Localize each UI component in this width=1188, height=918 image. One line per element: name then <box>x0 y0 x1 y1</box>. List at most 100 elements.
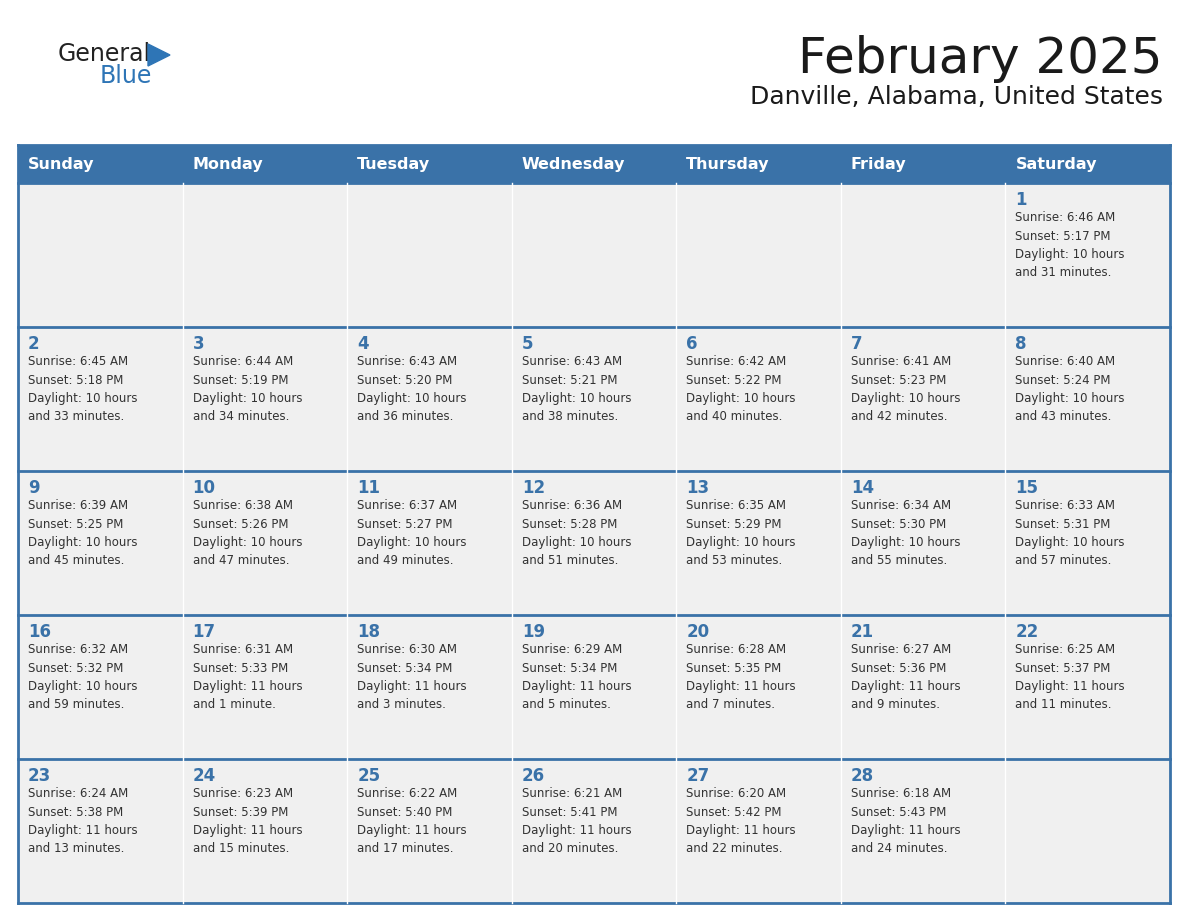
Text: Sunrise: 6:30 AM
Sunset: 5:34 PM
Daylight: 11 hours
and 3 minutes.: Sunrise: 6:30 AM Sunset: 5:34 PM Dayligh… <box>358 643 467 711</box>
Text: General: General <box>58 42 151 66</box>
Bar <box>1005 615 1170 759</box>
Text: Saturday: Saturday <box>1016 156 1097 172</box>
Bar <box>512 759 676 903</box>
Text: Sunrise: 6:42 AM
Sunset: 5:22 PM
Daylight: 10 hours
and 40 minutes.: Sunrise: 6:42 AM Sunset: 5:22 PM Dayligh… <box>687 355 796 423</box>
Text: Friday: Friday <box>851 156 906 172</box>
Bar <box>676 327 841 471</box>
Text: 8: 8 <box>1016 335 1026 353</box>
Bar <box>676 759 841 903</box>
Text: Sunrise: 6:38 AM
Sunset: 5:26 PM
Daylight: 10 hours
and 47 minutes.: Sunrise: 6:38 AM Sunset: 5:26 PM Dayligh… <box>192 499 302 567</box>
Text: Sunrise: 6:34 AM
Sunset: 5:30 PM
Daylight: 10 hours
and 55 minutes.: Sunrise: 6:34 AM Sunset: 5:30 PM Dayligh… <box>851 499 960 567</box>
Text: Danville, Alabama, United States: Danville, Alabama, United States <box>750 85 1163 109</box>
Bar <box>183 327 347 471</box>
Text: 16: 16 <box>29 623 51 641</box>
Text: Wednesday: Wednesday <box>522 156 625 172</box>
Text: 15: 15 <box>1016 479 1038 497</box>
Text: Sunrise: 6:32 AM
Sunset: 5:32 PM
Daylight: 10 hours
and 59 minutes.: Sunrise: 6:32 AM Sunset: 5:32 PM Dayligh… <box>29 643 138 711</box>
Text: 5: 5 <box>522 335 533 353</box>
Bar <box>676 615 841 759</box>
Polygon shape <box>148 44 170 66</box>
Bar <box>18 327 183 471</box>
Text: Sunrise: 6:43 AM
Sunset: 5:21 PM
Daylight: 10 hours
and 38 minutes.: Sunrise: 6:43 AM Sunset: 5:21 PM Dayligh… <box>522 355 631 423</box>
Text: Thursday: Thursday <box>687 156 770 172</box>
Bar <box>347 327 512 471</box>
Text: Sunrise: 6:29 AM
Sunset: 5:34 PM
Daylight: 11 hours
and 5 minutes.: Sunrise: 6:29 AM Sunset: 5:34 PM Dayligh… <box>522 643 631 711</box>
Bar <box>18 615 183 759</box>
Bar <box>18 759 183 903</box>
Text: Sunrise: 6:43 AM
Sunset: 5:20 PM
Daylight: 10 hours
and 36 minutes.: Sunrise: 6:43 AM Sunset: 5:20 PM Dayligh… <box>358 355 467 423</box>
Text: Monday: Monday <box>192 156 264 172</box>
Text: Sunrise: 6:39 AM
Sunset: 5:25 PM
Daylight: 10 hours
and 45 minutes.: Sunrise: 6:39 AM Sunset: 5:25 PM Dayligh… <box>29 499 138 567</box>
Text: 24: 24 <box>192 767 216 785</box>
Text: Sunrise: 6:21 AM
Sunset: 5:41 PM
Daylight: 11 hours
and 20 minutes.: Sunrise: 6:21 AM Sunset: 5:41 PM Dayligh… <box>522 787 631 856</box>
Text: 17: 17 <box>192 623 216 641</box>
Text: Sunrise: 6:33 AM
Sunset: 5:31 PM
Daylight: 10 hours
and 57 minutes.: Sunrise: 6:33 AM Sunset: 5:31 PM Dayligh… <box>1016 499 1125 567</box>
Text: Sunrise: 6:25 AM
Sunset: 5:37 PM
Daylight: 11 hours
and 11 minutes.: Sunrise: 6:25 AM Sunset: 5:37 PM Dayligh… <box>1016 643 1125 711</box>
Bar <box>676 471 841 615</box>
Text: 28: 28 <box>851 767 874 785</box>
Text: 21: 21 <box>851 623 874 641</box>
Text: Sunrise: 6:44 AM
Sunset: 5:19 PM
Daylight: 10 hours
and 34 minutes.: Sunrise: 6:44 AM Sunset: 5:19 PM Dayligh… <box>192 355 302 423</box>
Text: Sunrise: 6:37 AM
Sunset: 5:27 PM
Daylight: 10 hours
and 49 minutes.: Sunrise: 6:37 AM Sunset: 5:27 PM Dayligh… <box>358 499 467 567</box>
Bar <box>183 183 347 327</box>
Bar <box>1005 327 1170 471</box>
Text: Blue: Blue <box>100 64 152 88</box>
Text: Sunrise: 6:28 AM
Sunset: 5:35 PM
Daylight: 11 hours
and 7 minutes.: Sunrise: 6:28 AM Sunset: 5:35 PM Dayligh… <box>687 643 796 711</box>
Text: 19: 19 <box>522 623 545 641</box>
Bar <box>676 183 841 327</box>
Bar <box>1005 471 1170 615</box>
Text: Sunrise: 6:40 AM
Sunset: 5:24 PM
Daylight: 10 hours
and 43 minutes.: Sunrise: 6:40 AM Sunset: 5:24 PM Dayligh… <box>1016 355 1125 423</box>
Text: 13: 13 <box>687 479 709 497</box>
Bar <box>183 759 347 903</box>
Text: 12: 12 <box>522 479 545 497</box>
Text: Sunrise: 6:35 AM
Sunset: 5:29 PM
Daylight: 10 hours
and 53 minutes.: Sunrise: 6:35 AM Sunset: 5:29 PM Dayligh… <box>687 499 796 567</box>
Bar <box>18 145 1170 183</box>
Bar <box>183 471 347 615</box>
Bar <box>183 615 347 759</box>
Text: Sunrise: 6:27 AM
Sunset: 5:36 PM
Daylight: 11 hours
and 9 minutes.: Sunrise: 6:27 AM Sunset: 5:36 PM Dayligh… <box>851 643 960 711</box>
Text: 11: 11 <box>358 479 380 497</box>
Text: Sunrise: 6:31 AM
Sunset: 5:33 PM
Daylight: 11 hours
and 1 minute.: Sunrise: 6:31 AM Sunset: 5:33 PM Dayligh… <box>192 643 302 711</box>
Text: Sunrise: 6:36 AM
Sunset: 5:28 PM
Daylight: 10 hours
and 51 minutes.: Sunrise: 6:36 AM Sunset: 5:28 PM Dayligh… <box>522 499 631 567</box>
Text: 7: 7 <box>851 335 862 353</box>
Bar <box>512 327 676 471</box>
Text: Sunrise: 6:46 AM
Sunset: 5:17 PM
Daylight: 10 hours
and 31 minutes.: Sunrise: 6:46 AM Sunset: 5:17 PM Dayligh… <box>1016 211 1125 279</box>
Text: Sunrise: 6:18 AM
Sunset: 5:43 PM
Daylight: 11 hours
and 24 minutes.: Sunrise: 6:18 AM Sunset: 5:43 PM Dayligh… <box>851 787 960 856</box>
Bar <box>512 615 676 759</box>
Text: Sunrise: 6:24 AM
Sunset: 5:38 PM
Daylight: 11 hours
and 13 minutes.: Sunrise: 6:24 AM Sunset: 5:38 PM Dayligh… <box>29 787 138 856</box>
Bar <box>512 471 676 615</box>
Text: 27: 27 <box>687 767 709 785</box>
Text: February 2025: February 2025 <box>798 35 1163 83</box>
Text: 18: 18 <box>358 623 380 641</box>
Text: Sunrise: 6:45 AM
Sunset: 5:18 PM
Daylight: 10 hours
and 33 minutes.: Sunrise: 6:45 AM Sunset: 5:18 PM Dayligh… <box>29 355 138 423</box>
Text: 14: 14 <box>851 479 874 497</box>
Bar <box>841 183 1005 327</box>
Bar <box>841 327 1005 471</box>
Bar <box>841 471 1005 615</box>
Text: Sunrise: 6:22 AM
Sunset: 5:40 PM
Daylight: 11 hours
and 17 minutes.: Sunrise: 6:22 AM Sunset: 5:40 PM Dayligh… <box>358 787 467 856</box>
Text: 4: 4 <box>358 335 368 353</box>
Text: 20: 20 <box>687 623 709 641</box>
Bar <box>347 471 512 615</box>
Text: 23: 23 <box>29 767 51 785</box>
Text: Sunrise: 6:41 AM
Sunset: 5:23 PM
Daylight: 10 hours
and 42 minutes.: Sunrise: 6:41 AM Sunset: 5:23 PM Dayligh… <box>851 355 960 423</box>
Text: Sunrise: 6:20 AM
Sunset: 5:42 PM
Daylight: 11 hours
and 22 minutes.: Sunrise: 6:20 AM Sunset: 5:42 PM Dayligh… <box>687 787 796 856</box>
Text: 22: 22 <box>1016 623 1038 641</box>
Text: Sunday: Sunday <box>29 156 95 172</box>
Bar <box>1005 759 1170 903</box>
Text: Tuesday: Tuesday <box>358 156 430 172</box>
Bar <box>1005 183 1170 327</box>
Text: 10: 10 <box>192 479 215 497</box>
Text: 9: 9 <box>29 479 39 497</box>
Bar <box>347 615 512 759</box>
Text: 1: 1 <box>1016 191 1026 209</box>
Text: 25: 25 <box>358 767 380 785</box>
Text: Sunrise: 6:23 AM
Sunset: 5:39 PM
Daylight: 11 hours
and 15 minutes.: Sunrise: 6:23 AM Sunset: 5:39 PM Dayligh… <box>192 787 302 856</box>
Bar <box>18 471 183 615</box>
Bar <box>841 615 1005 759</box>
Bar <box>347 183 512 327</box>
Bar <box>347 759 512 903</box>
Text: 2: 2 <box>29 335 39 353</box>
Text: 26: 26 <box>522 767 545 785</box>
Text: 6: 6 <box>687 335 697 353</box>
